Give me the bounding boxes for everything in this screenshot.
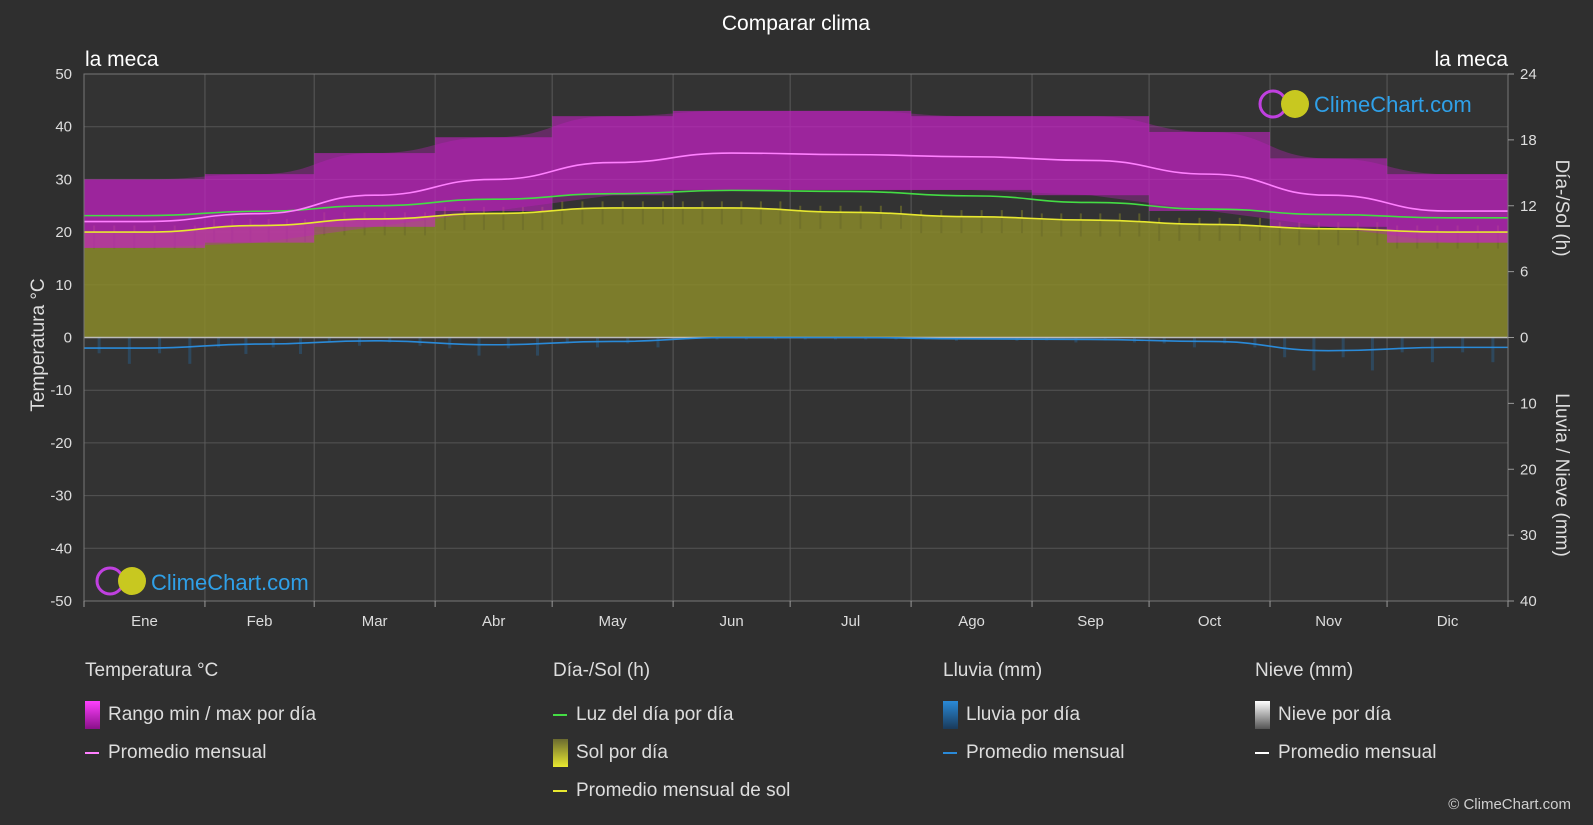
temp-range-area [84, 110, 1508, 248]
x-tick-label: Ago [958, 613, 985, 630]
temp-range-bar [552, 116, 674, 196]
y-right-bottom-tick-label: 40 [1520, 593, 1537, 610]
sunshine-area [84, 207, 1508, 338]
legend-snow-avg-label: Promedio mensual [1278, 742, 1437, 763]
daylight-line [84, 189, 1508, 219]
temp-range-bar [673, 110, 791, 190]
legend-temperature: Temperatura °C Rango min / max por día P… [85, 660, 316, 772]
x-tick-label: May [598, 613, 627, 630]
sunshine-avg-line [84, 207, 1508, 233]
line-swatch-icon [553, 714, 567, 716]
legend-temp-avg-label: Promedio mensual [108, 742, 267, 763]
x-tick-label: Dic [1437, 613, 1459, 630]
brand-logo-top: ClimeChart.com [1258, 89, 1472, 119]
location-left: la meca [85, 48, 159, 71]
legend-snow-title: Nieve (mm) [1255, 660, 1354, 681]
y-axis-right-bottom-label: Lluvia / Nieve (mm) [1551, 393, 1572, 557]
x-tick-label: Jun [720, 613, 744, 630]
x-tick-label: Nov [1315, 613, 1342, 630]
legend-item: Promedio mensual [1255, 734, 1436, 772]
y-right-top-tick-label: 0 [1520, 330, 1528, 347]
rain-swatch-icon [943, 701, 958, 729]
x-tick-label: Sep [1077, 613, 1104, 630]
y-left-tick-label: -40 [50, 540, 72, 557]
y-right-top-tick-label: 6 [1520, 264, 1528, 281]
brand-logo-bottom: ClimeChart.com [95, 566, 309, 596]
x-tick-label: Feb [247, 613, 273, 630]
y-left-tick-label: 20 [55, 224, 72, 241]
temp-range-bar [84, 179, 205, 248]
logo-sun-icon [1281, 90, 1309, 118]
location-right: la meca [1434, 48, 1508, 71]
line-swatch-icon [553, 790, 567, 792]
temp-range-bar [204, 174, 315, 243]
plot-area [83, 73, 1509, 602]
y-left-tick-label: -50 [50, 593, 72, 610]
legend-item: Lluvia por día [943, 696, 1124, 734]
legend-sun-day-label: Sol por día [576, 742, 668, 763]
legend-snow: Nieve (mm) Nieve por día Promedio mensua… [1255, 660, 1436, 772]
temp-range-bar [1032, 116, 1150, 196]
line-swatch-icon [943, 752, 957, 754]
x-tick-label: Oct [1198, 613, 1222, 630]
brand-text-bottom: ClimeChart.com [151, 570, 309, 595]
y-left-tick-label: -10 [50, 382, 72, 399]
line-swatch-icon [85, 752, 99, 754]
chart-title: Comparar clima [722, 12, 871, 35]
sun-swatch-icon [553, 739, 568, 767]
legend-rain-title: Lluvia (mm) [943, 660, 1043, 681]
temp-avg-line [84, 152, 1508, 223]
legend-item: Sol por día [553, 734, 790, 772]
y-right-top-tick-label: 12 [1520, 198, 1537, 215]
legend-item: Promedio mensual de sol [553, 772, 790, 810]
y-left-tick-label: 50 [55, 66, 72, 83]
legend-snow-day-label: Nieve por día [1278, 704, 1392, 725]
y-left-tick-label: -20 [50, 435, 72, 452]
temp-range-bar [314, 153, 436, 227]
snow-swatch-icon [1255, 701, 1270, 729]
legend-item: Luz del día por día [553, 696, 790, 734]
legend-rain-avg-label: Promedio mensual [966, 742, 1125, 763]
x-tick-label: Jul [841, 613, 860, 630]
temp-range-bar [790, 110, 912, 190]
rain-avg-line [84, 336, 1508, 352]
y-axis-right-top-label: Día-/Sol (h) [1551, 159, 1572, 256]
temp-range-bar [911, 116, 1033, 190]
y-right-bottom-tick-label: 30 [1520, 527, 1537, 544]
brand-text-top: ClimeChart.com [1314, 92, 1472, 117]
legend-sun-avg-label: Promedio mensual de sol [576, 780, 791, 801]
legend-rain: Lluvia (mm) Lluvia por día Promedio mens… [943, 660, 1124, 772]
x-tick-label: Mar [362, 613, 388, 630]
y-left-tick-label: 0 [64, 330, 72, 347]
range-swatch-icon [85, 701, 100, 729]
legend-sun: Día-/Sol (h) Luz del día por día Sol por… [553, 660, 790, 810]
y-left-tick-label: 40 [55, 119, 72, 136]
copyright-text: © ClimeChart.com [1448, 796, 1571, 813]
legend-temp-range-label: Rango min / max por día [108, 704, 317, 725]
logo-sun-icon [118, 567, 146, 595]
legend-item: Promedio mensual [943, 734, 1124, 772]
legend-item: Promedio mensual [85, 734, 316, 772]
line-swatch-icon [1255, 752, 1269, 754]
y-right-top-tick-label: 18 [1520, 132, 1537, 149]
y-left-tick-label: -30 [50, 488, 72, 505]
y-axis-left-label: Temperatura °C [28, 278, 49, 411]
legend-sun-title: Día-/Sol (h) [553, 660, 651, 681]
y-right-bottom-tick-label: 10 [1520, 395, 1537, 412]
legend-item: Nieve por día [1255, 696, 1436, 734]
legend-rain-day-label: Lluvia por día [966, 704, 1081, 725]
axes: 50 40 30 20 10 0 -10 -20 -30 -40 -50 24 18 12 6 0 10 20 30… [50, 66, 1536, 630]
y-left-tick-label: 10 [55, 277, 72, 294]
legend-temperature-title: Temperatura °C [85, 660, 219, 681]
legend-item: Rango min / max por día [85, 696, 316, 734]
legend-daylight-label: Luz del día por día [576, 704, 734, 725]
y-right-top-tick-label: 24 [1520, 66, 1537, 83]
y-right-bottom-tick-label: 20 [1520, 461, 1537, 478]
y-left-tick-label: 30 [55, 171, 72, 188]
x-tick-label: Ene [131, 613, 158, 630]
x-tick-label: Abr [482, 613, 505, 630]
